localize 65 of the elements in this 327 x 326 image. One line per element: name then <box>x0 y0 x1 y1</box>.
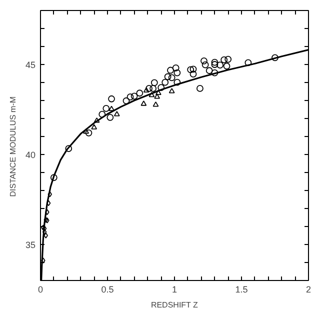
y-tick-label: 45 <box>25 60 36 70</box>
point <box>200 57 208 64</box>
y-tick-label: 35 <box>25 240 36 250</box>
x-tick-label: 0.5 <box>101 284 114 294</box>
point <box>154 94 160 99</box>
point <box>108 106 114 112</box>
x-tick-label: 1.5 <box>235 284 248 294</box>
point <box>223 62 230 70</box>
x-tick-label: 1 <box>172 284 178 294</box>
point <box>150 84 157 92</box>
point <box>244 59 252 66</box>
y-tick-label: 40 <box>25 150 36 160</box>
point <box>220 56 228 64</box>
point <box>206 67 213 74</box>
point <box>190 66 197 73</box>
point <box>155 90 162 96</box>
point <box>114 111 120 116</box>
point <box>65 145 72 152</box>
point <box>174 69 181 76</box>
point <box>143 87 150 92</box>
point <box>130 92 138 100</box>
point <box>216 62 224 68</box>
point <box>91 124 98 130</box>
point <box>150 79 158 86</box>
point <box>196 84 204 92</box>
point <box>102 104 110 112</box>
x-tick-label: 2 <box>306 284 312 294</box>
point <box>224 56 232 63</box>
point <box>187 66 194 74</box>
point <box>202 61 209 68</box>
point <box>126 93 134 100</box>
point <box>106 114 114 121</box>
point <box>211 61 218 68</box>
x-axis-title: REDSHIFT Z <box>150 300 198 310</box>
point <box>167 66 174 74</box>
point <box>122 97 130 104</box>
point <box>42 228 47 235</box>
point <box>98 110 106 118</box>
point <box>272 54 278 62</box>
point <box>94 118 100 123</box>
point <box>46 200 51 206</box>
point <box>152 101 159 107</box>
point <box>85 129 92 136</box>
point <box>146 84 152 92</box>
point <box>44 232 48 238</box>
point <box>148 92 155 98</box>
point <box>172 64 180 72</box>
point <box>108 95 115 102</box>
point <box>211 69 218 76</box>
point <box>136 90 144 97</box>
point <box>164 73 172 80</box>
point <box>140 100 147 106</box>
point <box>162 78 169 86</box>
y-axis-title: DISTANCE MODULUS m-M <box>8 96 18 197</box>
x-tick-label: 0 <box>38 284 44 294</box>
point <box>168 74 176 82</box>
point <box>83 128 90 134</box>
point <box>158 84 165 91</box>
point <box>190 70 197 78</box>
point <box>174 78 181 86</box>
point <box>41 258 46 264</box>
point <box>42 226 47 232</box>
point <box>211 58 218 66</box>
point <box>168 88 175 94</box>
point <box>50 174 58 181</box>
